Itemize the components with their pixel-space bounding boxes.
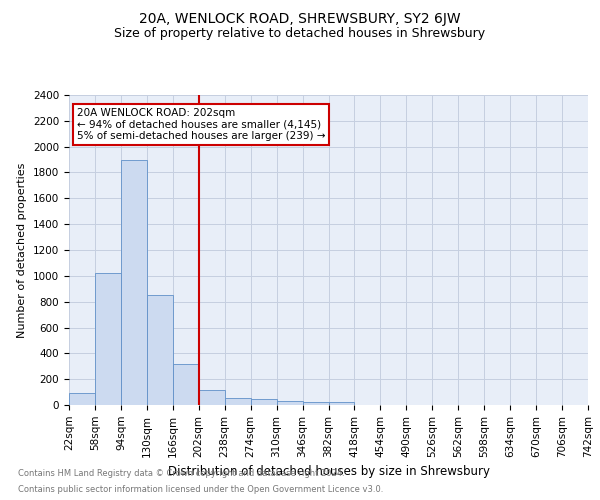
- Bar: [277, 401, 302, 405]
- X-axis label: Distribution of detached houses by size in Shrewsbury: Distribution of detached houses by size …: [167, 465, 490, 478]
- Text: Contains public sector information licensed under the Open Government Licence v3: Contains public sector information licen…: [18, 485, 383, 494]
- Bar: [199, 390, 224, 405]
- Bar: [302, 402, 329, 405]
- Bar: [329, 402, 355, 405]
- Bar: [95, 273, 121, 405]
- Bar: [225, 398, 251, 405]
- Bar: [147, 294, 173, 405]
- Bar: [251, 399, 277, 405]
- Y-axis label: Number of detached properties: Number of detached properties: [17, 162, 28, 338]
- Text: Contains HM Land Registry data © Crown copyright and database right 2024.: Contains HM Land Registry data © Crown c…: [18, 468, 344, 477]
- Bar: [69, 392, 95, 405]
- Text: 20A, WENLOCK ROAD, SHREWSBURY, SY2 6JW: 20A, WENLOCK ROAD, SHREWSBURY, SY2 6JW: [139, 12, 461, 26]
- Text: 20A WENLOCK ROAD: 202sqm
← 94% of detached houses are smaller (4,145)
5% of semi: 20A WENLOCK ROAD: 202sqm ← 94% of detach…: [77, 108, 325, 141]
- Bar: [121, 160, 147, 405]
- Text: Size of property relative to detached houses in Shrewsbury: Size of property relative to detached ho…: [115, 28, 485, 40]
- Bar: [173, 364, 199, 405]
